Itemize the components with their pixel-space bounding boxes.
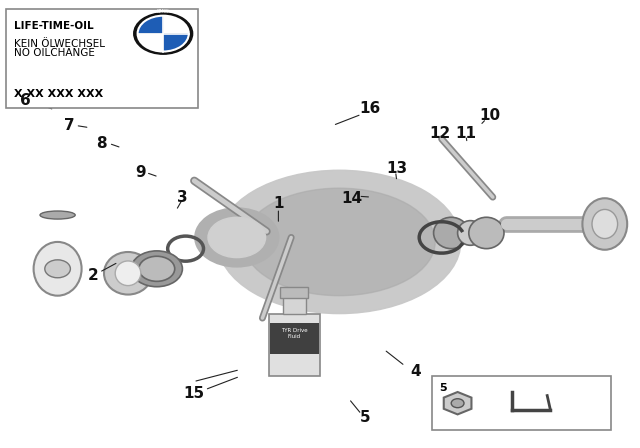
Bar [6, 9, 198, 108]
Text: KEIN ÖLWECHSEL: KEIN ÖLWECHSEL [14, 39, 105, 49]
Text: 2: 2 [88, 268, 98, 283]
Text: 16: 16 [359, 101, 381, 116]
Ellipse shape [243, 188, 435, 296]
Text: 3: 3 [177, 190, 188, 205]
Bar [270, 323, 319, 354]
Circle shape [139, 256, 175, 281]
Ellipse shape [458, 221, 483, 246]
Text: 6: 6 [20, 93, 31, 108]
Ellipse shape [40, 211, 76, 219]
Wedge shape [163, 16, 189, 34]
Text: LIFE-TIME-OIL: LIFE-TIME-OIL [14, 21, 93, 30]
Text: 5: 5 [439, 383, 447, 392]
Ellipse shape [434, 217, 468, 249]
Wedge shape [138, 34, 163, 52]
Ellipse shape [468, 217, 504, 249]
Circle shape [451, 399, 464, 408]
Bar [432, 376, 611, 430]
Text: TYR Drive
Fluid: TYR Drive Fluid [281, 328, 308, 339]
Bar [283, 296, 306, 314]
Text: 1: 1 [273, 196, 284, 211]
Circle shape [195, 208, 278, 267]
Ellipse shape [218, 170, 461, 314]
Circle shape [208, 217, 266, 258]
Ellipse shape [104, 252, 152, 295]
Text: 7: 7 [64, 118, 74, 133]
Ellipse shape [34, 242, 82, 296]
Ellipse shape [115, 261, 141, 286]
Ellipse shape [582, 198, 627, 250]
Text: 15: 15 [183, 386, 205, 401]
Text: BMW: BMW [157, 9, 170, 14]
Wedge shape [138, 16, 163, 34]
Text: 377665: 377665 [561, 417, 608, 430]
Bar [280, 287, 308, 298]
Text: 10: 10 [479, 108, 500, 123]
Circle shape [45, 260, 70, 278]
Text: 8: 8 [96, 136, 106, 151]
Ellipse shape [592, 210, 618, 238]
Text: 9: 9 [136, 165, 146, 180]
Text: NO OILCHANGE: NO OILCHANGE [14, 48, 95, 58]
Text: X XX XXX XXX: X XX XXX XXX [14, 90, 103, 99]
Text: 11: 11 [456, 126, 476, 141]
Wedge shape [163, 34, 189, 52]
Text: 13: 13 [386, 160, 408, 176]
Bar [269, 314, 320, 376]
Text: 4: 4 [411, 364, 421, 379]
Text: 14: 14 [341, 190, 363, 206]
Text: 12: 12 [429, 126, 451, 141]
Circle shape [134, 13, 193, 54]
Circle shape [131, 251, 182, 287]
Text: 5: 5 [360, 410, 370, 425]
